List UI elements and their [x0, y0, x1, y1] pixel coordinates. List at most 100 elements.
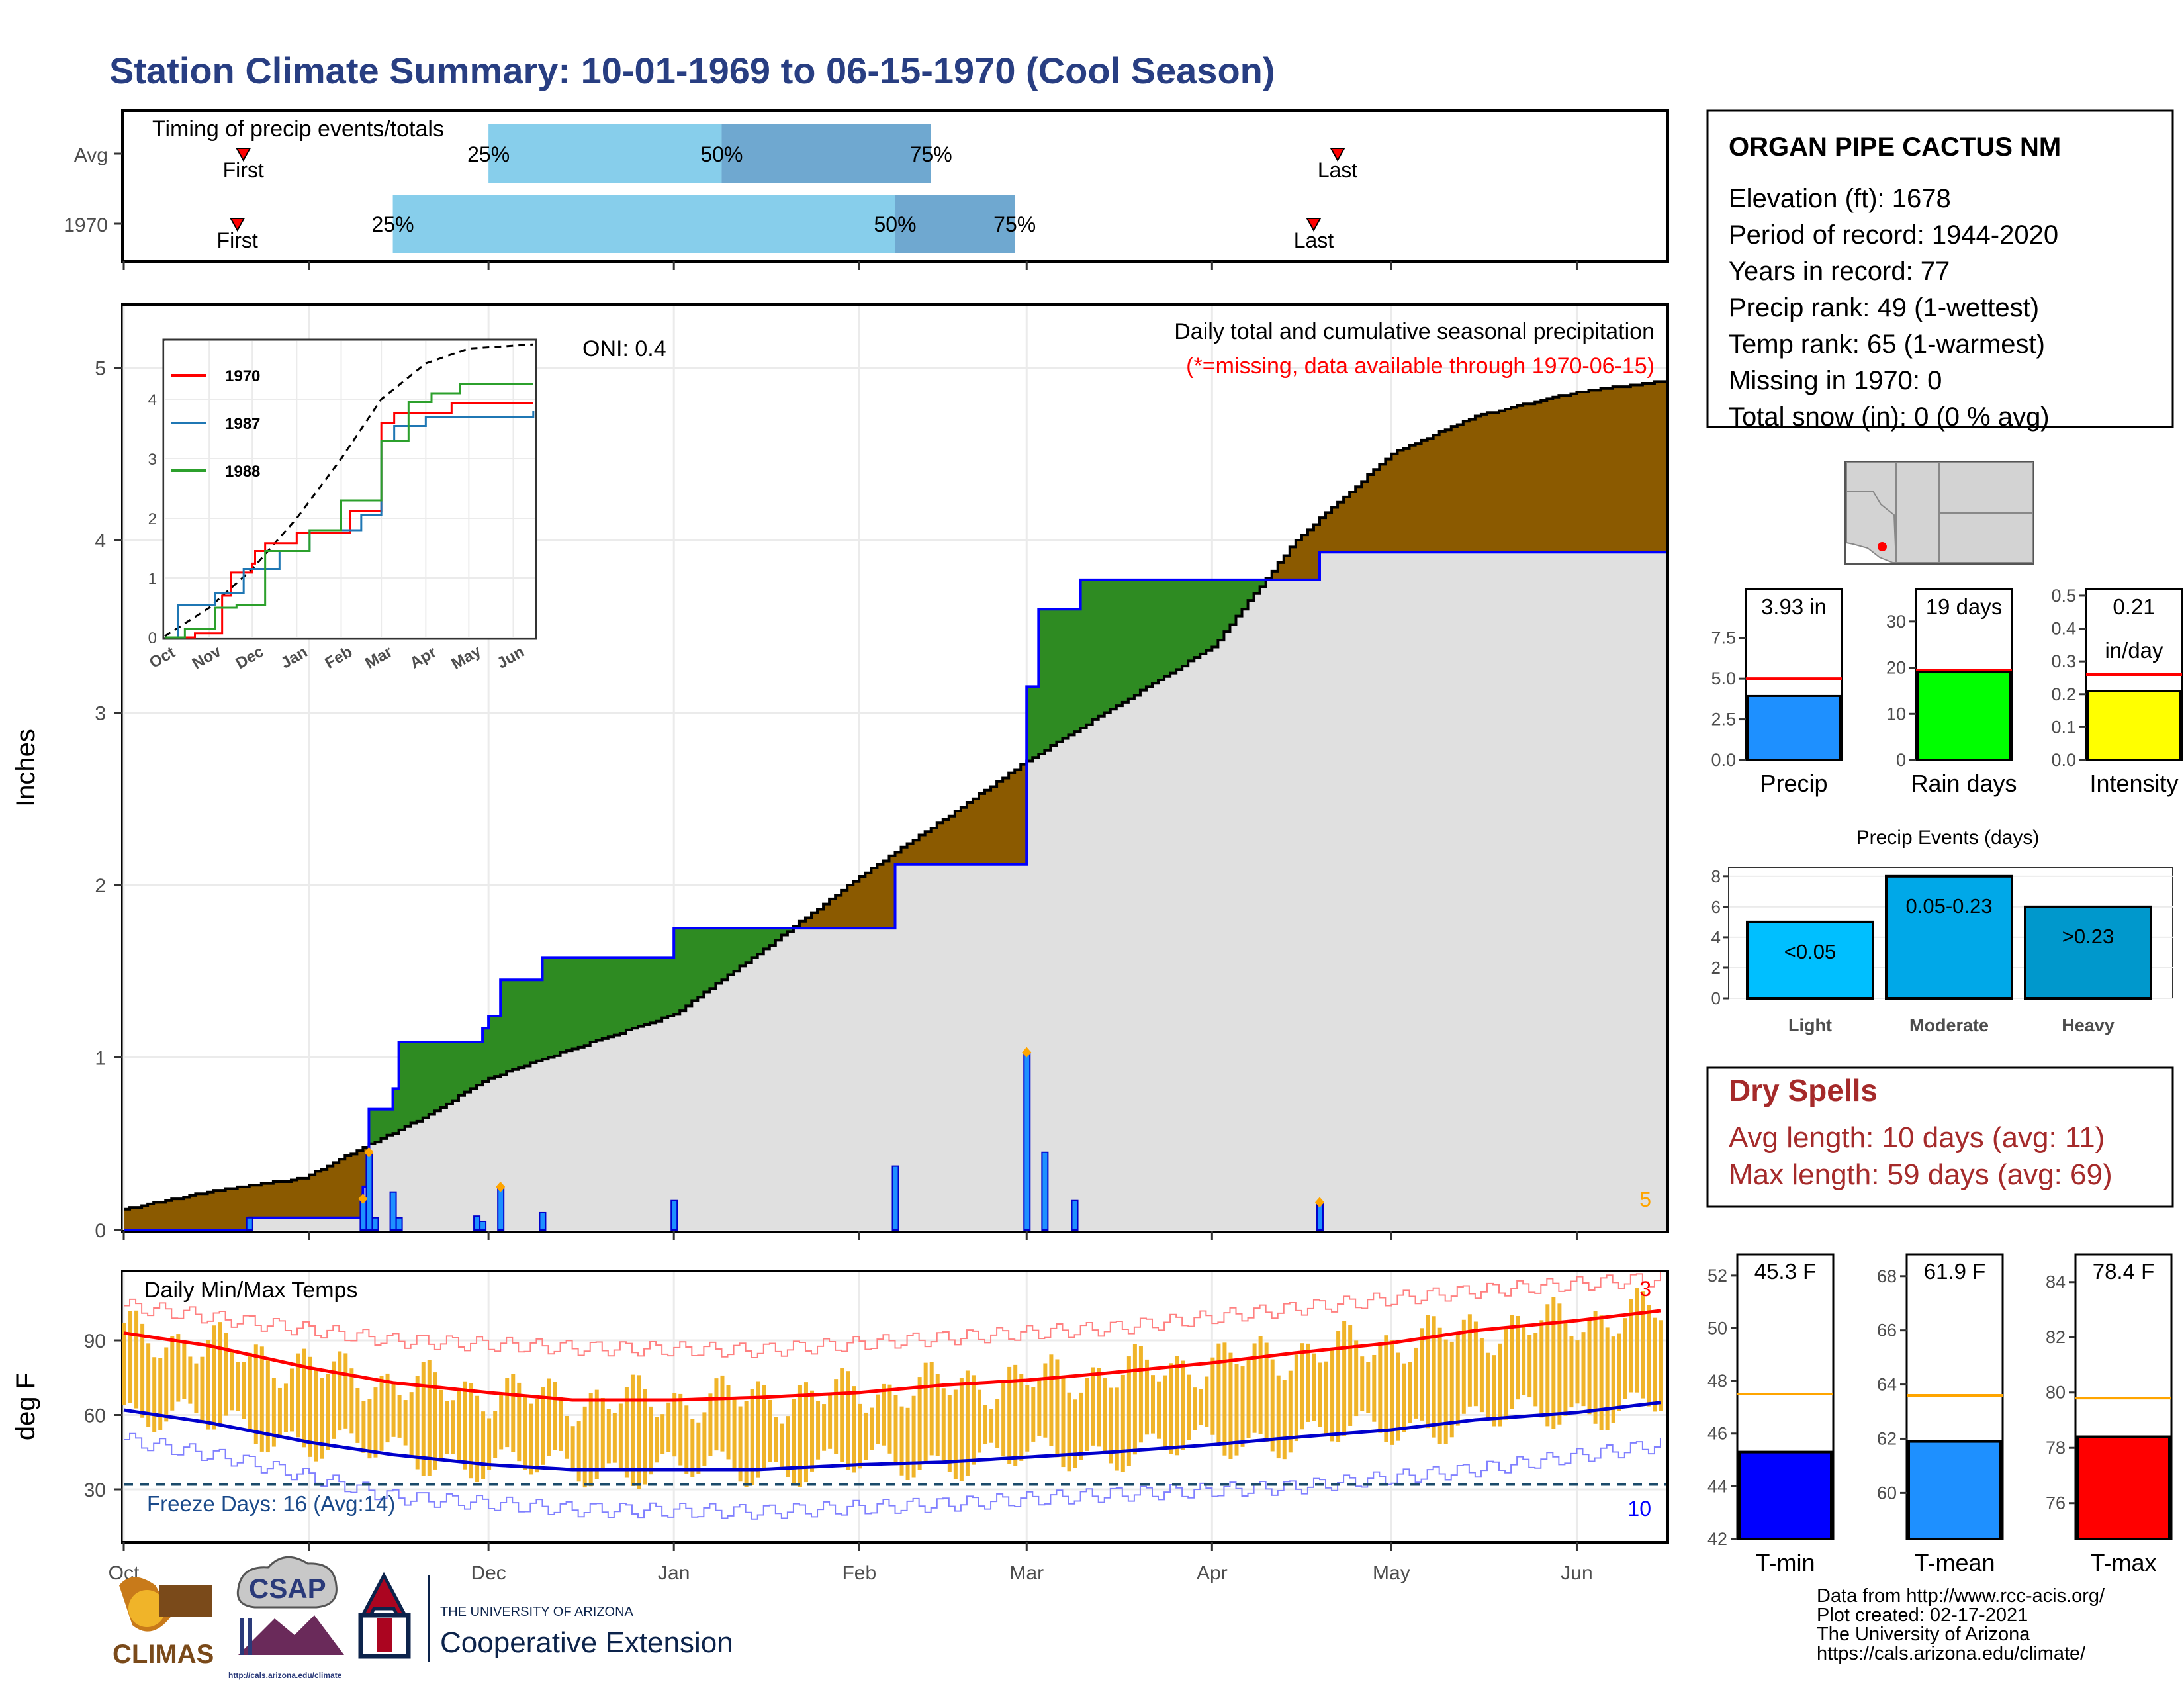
daily-temp-bar	[218, 1322, 222, 1424]
normal-max-line	[123, 1309, 1661, 1402]
y-tick-label: 4	[95, 530, 106, 552]
y-tick-label: 3	[95, 703, 106, 725]
daily-temp-bar	[152, 1357, 157, 1432]
daily-temp-bar	[1396, 1352, 1400, 1441]
station-info-line: Precip rank: 49 (1-wettest)	[1729, 293, 2039, 322]
summary-value-label: 0.21	[2113, 594, 2155, 619]
daily-temp-bar	[1449, 1341, 1454, 1438]
daily-temp-bar	[792, 1399, 796, 1485]
dry-spells-avg: Avg length: 10 days (avg: 11)	[1729, 1121, 2105, 1154]
freeze-days-label: Freeze Days: 16 (Avg:14)	[147, 1491, 395, 1516]
daily-temp-bar	[971, 1375, 976, 1465]
daily-temp-bar	[846, 1371, 850, 1470]
daily-temp-bar	[1402, 1363, 1406, 1432]
daily-temp-bar	[403, 1400, 408, 1446]
tsum-tick-label: 80	[2046, 1383, 2066, 1403]
event-bin-label: >0.23	[2062, 925, 2114, 948]
daily-temp-bar	[834, 1379, 839, 1454]
tsum-value-label: 61.9 F	[1924, 1259, 1986, 1284]
daily-temp-bar	[1587, 1318, 1592, 1415]
daily-temp-bar	[1169, 1363, 1173, 1454]
daily-temp-bar	[1533, 1333, 1538, 1407]
events-tick-label: 0	[1711, 988, 1721, 1008]
daily-temp-bar	[188, 1356, 193, 1404]
summary-bar-label: Rain days	[1911, 770, 2017, 797]
daily-temp-bar	[277, 1387, 282, 1438]
daily-temp-bar	[1144, 1359, 1149, 1435]
daily-temp-bar	[224, 1333, 228, 1416]
daily-temp-bar	[421, 1362, 426, 1476]
daily-temp-bar	[1181, 1360, 1185, 1450]
daily-temp-bar	[1467, 1314, 1472, 1407]
tsum-tick-label: 50	[1707, 1318, 1727, 1338]
precip-y-label: Inches	[11, 729, 40, 807]
y-tick-label: 2	[95, 875, 106, 897]
daily-temp-bar	[1623, 1318, 1627, 1399]
summary-bar	[2087, 690, 2181, 761]
daily-temp-bar	[230, 1349, 234, 1411]
daily-temp-bar	[1479, 1338, 1484, 1413]
daily-temp-bar	[212, 1325, 216, 1430]
daily-temp-bar	[1348, 1325, 1353, 1426]
daily-temp-bar	[1437, 1327, 1442, 1444]
summary-tick-label: 10	[1886, 704, 1906, 724]
daily-temp-bar	[1138, 1346, 1143, 1443]
dry-spells-title: Dry Spells	[1729, 1073, 1878, 1107]
daily-temp-bar	[720, 1375, 725, 1452]
daily-temp-bar	[302, 1348, 306, 1448]
climas-logo: CLIMAS	[113, 1577, 214, 1669]
daily-temp-bar	[541, 1387, 545, 1465]
timing-row-label: 1970	[64, 214, 108, 236]
timing-bar-25-50	[392, 195, 895, 253]
daily-temp-bar	[248, 1352, 252, 1432]
daily-temp-bar	[1222, 1342, 1227, 1456]
daily-temp-bar	[1461, 1319, 1466, 1414]
daily-temp-bar	[206, 1340, 210, 1430]
daily-temp-bar	[965, 1370, 970, 1476]
summary-tick-label: 0.4	[2051, 619, 2076, 639]
daily-temp-bar	[397, 1395, 402, 1438]
tsum-tick-label: 78	[2046, 1438, 2066, 1458]
summary-tick-label: 0.3	[2051, 651, 2076, 671]
tsum-tick-label: 52	[1707, 1266, 1727, 1286]
daily-temp-bar	[146, 1343, 151, 1427]
daily-temp-bar	[379, 1376, 384, 1451]
daily-temp-bar	[1043, 1363, 1048, 1438]
daily-temp-bar	[1085, 1378, 1089, 1451]
station-info: ORGAN PIPE CACTUS NM Elevation (ft): 167…	[1706, 109, 2174, 432]
daily-temp-bar	[618, 1403, 623, 1469]
daily-temp-bar	[1569, 1336, 1574, 1408]
temp-corner-bottom: 10	[1627, 1497, 1651, 1521]
inset-series-line	[165, 402, 533, 639]
footer-line: Plot created: 02-17-2021	[1817, 1605, 2028, 1626]
y-tick-label: 30	[84, 1479, 106, 1501]
daily-temp-bar	[1103, 1378, 1107, 1454]
daily-temp-bar	[1605, 1327, 1610, 1430]
inset-y-tick-label: 3	[148, 451, 157, 469]
daily-temp-bar	[959, 1378, 964, 1481]
inset-series-line	[165, 383, 533, 639]
y-tick-label: 60	[84, 1405, 106, 1427]
footer-line: https://cals.arizona.edu/climate/	[1817, 1643, 2086, 1664]
daily-temp-bar	[194, 1363, 199, 1414]
daily-temp-bar	[1109, 1387, 1113, 1464]
daily-temp-bar	[182, 1343, 187, 1399]
record-max-line	[124, 1272, 1661, 1358]
daily-temp-bar	[1049, 1354, 1054, 1446]
timing-bar-25-50	[488, 124, 722, 183]
daily-temp-bar	[655, 1417, 659, 1463]
summary-tick-label: 5.0	[1711, 669, 1736, 688]
daily-temp-bar	[265, 1360, 270, 1453]
station-info-line: Temp rank: 65 (1-warmest)	[1729, 330, 2045, 359]
daily-temp-bar	[475, 1395, 480, 1483]
daily-temp-bar	[1031, 1387, 1036, 1442]
inset-legend-label: 1970	[225, 367, 260, 385]
tsum-bar-label: T-max	[2090, 1549, 2156, 1576]
daily-temp-bar	[1306, 1343, 1310, 1422]
daily-temp-bar	[427, 1360, 432, 1476]
inset-legend-label: 1988	[225, 463, 260, 481]
x-tick-label: May	[1373, 1562, 1410, 1584]
daily-precip-bar	[1023, 1051, 1031, 1231]
daily-temp-bar	[762, 1385, 766, 1469]
daily-temp-bar	[935, 1374, 940, 1456]
